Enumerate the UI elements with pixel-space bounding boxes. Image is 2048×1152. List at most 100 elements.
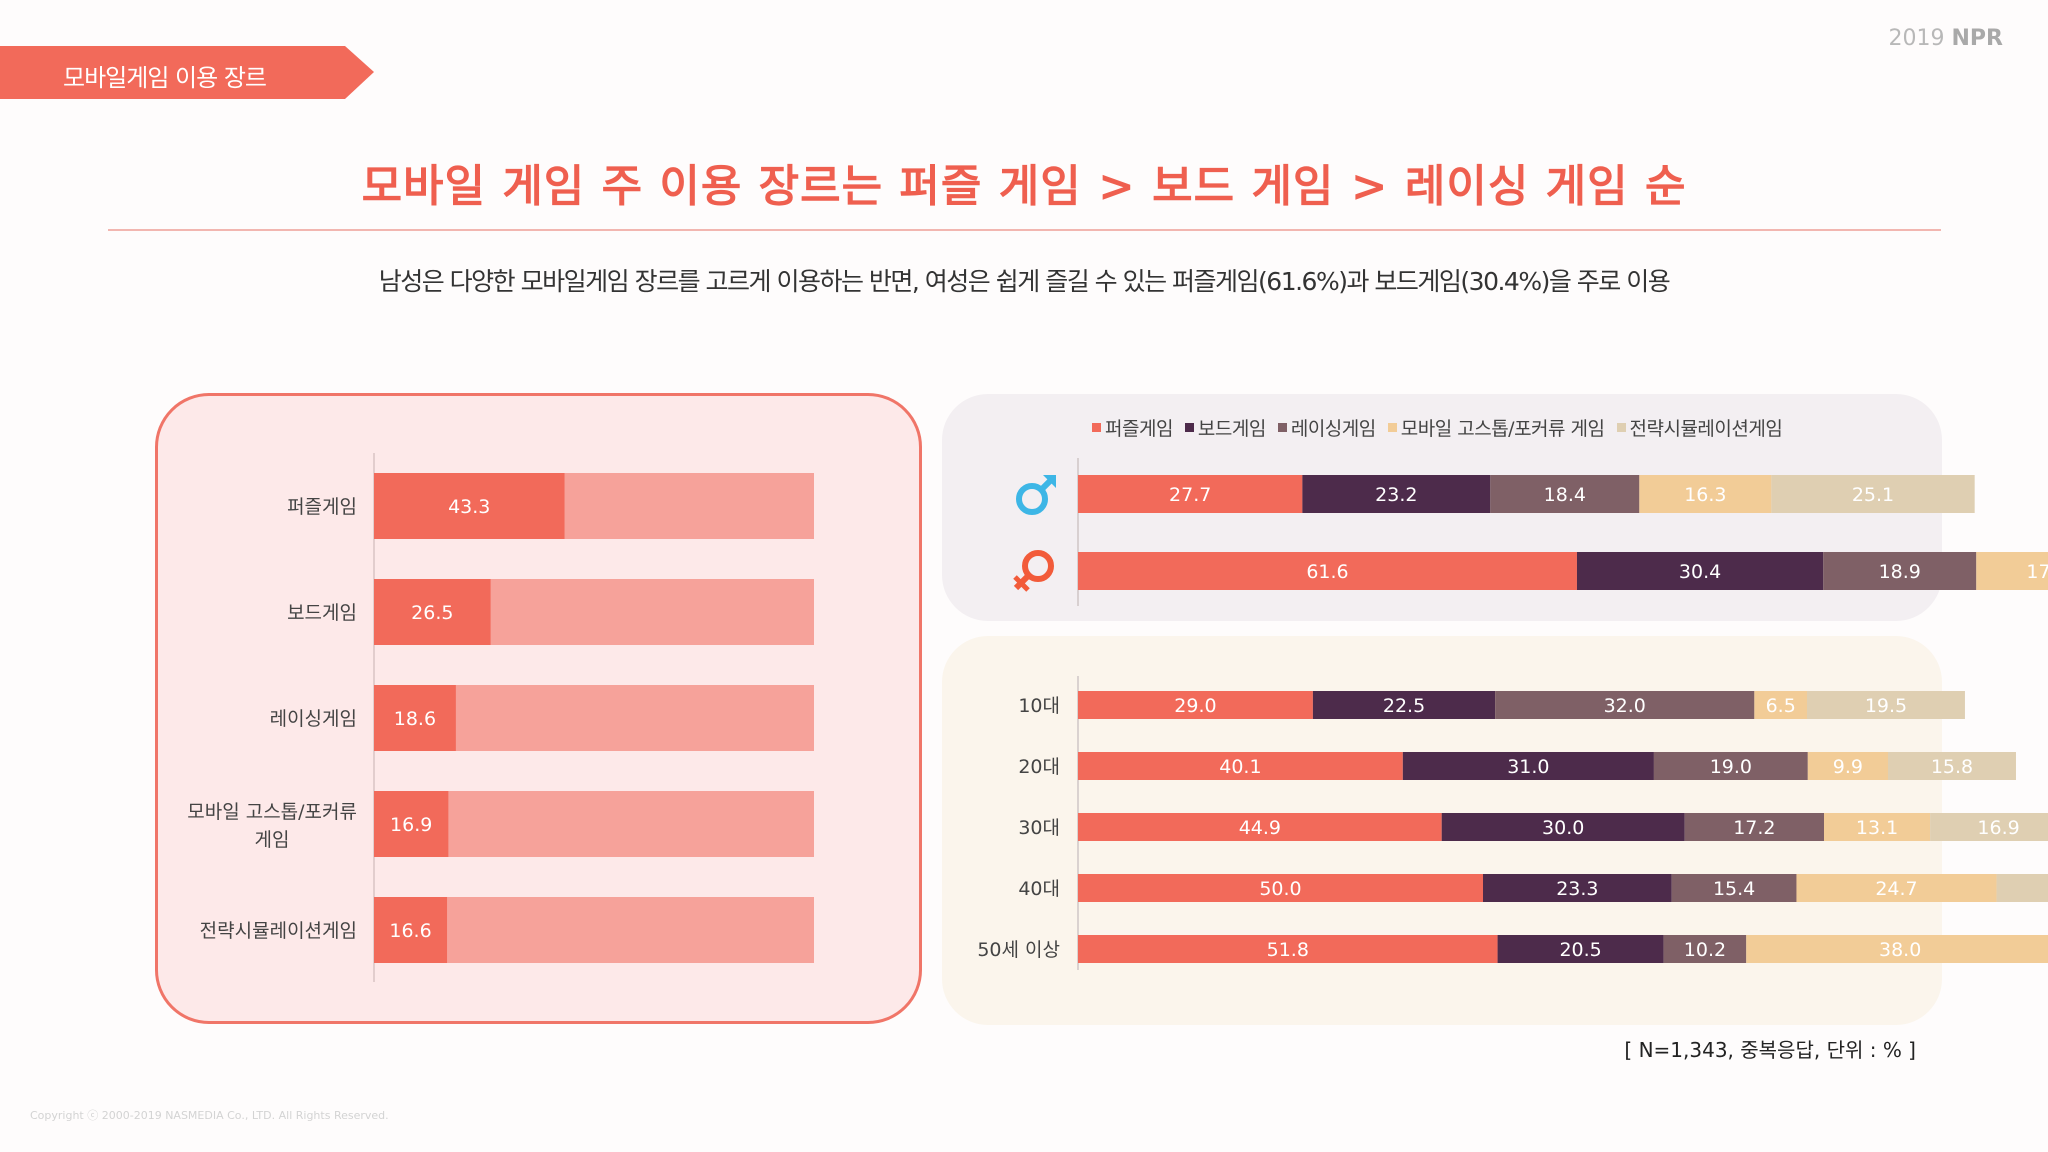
- bar-segment: [1746, 935, 2048, 963]
- bar-segment: [1078, 475, 1303, 513]
- bar-segment: [1823, 552, 1977, 590]
- male-icon: [1016, 475, 1056, 515]
- data-label: 19.5: [1865, 695, 1907, 717]
- data-label: 23.3: [1556, 878, 1598, 900]
- bar-segment: [1441, 813, 1685, 841]
- bar: [374, 685, 456, 751]
- legend-swatch: [1277, 423, 1287, 432]
- data-label: 13.1: [1856, 817, 1898, 839]
- bar-segment: [1078, 691, 1313, 719]
- data-label: 19.0: [1710, 756, 1752, 778]
- copyright: Copyright ⓒ 2000-2019 NASMEDIA Co., LTD.…: [30, 1109, 389, 1122]
- category-label: 퍼즐게임: [287, 496, 357, 518]
- category-label: 보드게임: [287, 602, 357, 624]
- data-label: 51.8: [1267, 939, 1309, 961]
- legend-item: 퍼즐게임: [1092, 418, 1173, 440]
- data-label: 23.2: [1375, 484, 1417, 506]
- title-divider: [108, 229, 1941, 231]
- brand-name: NPR: [1951, 26, 2003, 51]
- legend-label: 레이싱게임: [1290, 418, 1376, 440]
- data-label: 24.7: [1875, 878, 1917, 900]
- bar-segment: [1824, 813, 1931, 841]
- bar-segment: [1653, 752, 1808, 780]
- data-label: 26.5: [411, 602, 453, 624]
- bar: [374, 791, 449, 857]
- bar-segment: [1754, 691, 1807, 719]
- category-label: 10대: [1018, 695, 1060, 717]
- bar-segment: [1078, 752, 1403, 780]
- bar-segment: [1576, 552, 1824, 590]
- bar-segment: [1996, 874, 2048, 902]
- bar-segment: [1483, 874, 1672, 902]
- legend-swatch: [1387, 423, 1397, 432]
- bar-segment: [1684, 813, 1825, 841]
- data-label: 30.4: [1679, 561, 1721, 583]
- legend-label: 모바일 고스톱/포커류 게임: [1400, 418, 1605, 440]
- section-tag: 모바일게임 이용 장르: [0, 46, 374, 99]
- bar-segment: [1078, 552, 1577, 590]
- data-label: 31.0: [1507, 756, 1549, 778]
- category-label-line2: 게임: [255, 829, 290, 851]
- page-subtitle: 남성은 다양한 모바일게임 장르를 고르게 이용하는 반면, 여성은 쉽게 즐길…: [378, 267, 1671, 296]
- category-label: 50세 이상: [977, 939, 1060, 961]
- legend-swatch: [1092, 423, 1101, 432]
- data-label: 40.1: [1219, 756, 1261, 778]
- data-label: 17.2: [1733, 817, 1775, 839]
- legend-item: 보드게임: [1184, 418, 1266, 440]
- category-label: 20대: [1018, 756, 1060, 778]
- bar-segment: [1807, 691, 1965, 719]
- brand-mark: 2019 NPR: [1889, 26, 2003, 51]
- bar-track: [374, 897, 814, 963]
- bar-segment: [1888, 752, 2016, 780]
- brand-year: 2019: [1888, 26, 1945, 51]
- bar-segment: [1078, 813, 1442, 841]
- data-label: 30.0: [1542, 817, 1584, 839]
- data-label: 10.2: [1684, 939, 1726, 961]
- data-label: 16.9: [390, 814, 432, 836]
- bar-segment: [1639, 475, 1772, 513]
- data-label: 20.5: [1559, 939, 1601, 961]
- data-label: 9.9: [1833, 756, 1863, 778]
- category-label: 30대: [1018, 817, 1060, 839]
- data-label: 16.6: [389, 920, 431, 942]
- age-genre-chart: 29.0 22.5 32.0 6.5 19.5 10대 40.1 31.0 19.0 9.9 15.…: [977, 676, 2048, 970]
- bar-segment: [1796, 874, 1997, 902]
- bar-segment: [1078, 874, 1483, 902]
- sample-note: [ N=1,343, 중복응답, 단위 : % ]: [1624, 1038, 1916, 1062]
- category-label: 전략시뮬레이션게임: [200, 920, 357, 942]
- bar-segment: [1497, 935, 1664, 963]
- bar-segment: [1490, 475, 1640, 513]
- data-label: 32.0: [1604, 695, 1646, 717]
- bar-segment: [1771, 475, 1975, 513]
- category-label: 모바일 고스톱/포커류: [187, 801, 357, 823]
- legend-label: 전략시뮬레이션게임: [1629, 418, 1783, 440]
- bar-segment: [1312, 691, 1496, 719]
- category-label: 40대: [1018, 878, 1060, 900]
- bar: [374, 579, 491, 645]
- page-title: 모바일 게임 주 이용 장르는 퍼즐 게임 > 보드 게임 > 레이싱 게임 순: [361, 161, 1687, 212]
- data-label: 15.8: [1931, 756, 1973, 778]
- data-label: 18.6: [394, 708, 436, 730]
- bar: [374, 473, 565, 539]
- data-label: 18.9: [1879, 561, 1921, 583]
- bar-segment: [1078, 935, 1498, 963]
- legend-item: 레이싱게임: [1277, 418, 1376, 440]
- data-label: 22.5: [1383, 695, 1425, 717]
- legend-swatch: [1184, 423, 1194, 432]
- data-label: 38.0: [1879, 939, 1921, 961]
- data-label: 50.0: [1259, 878, 1301, 900]
- legend-item: 전략시뮬레이션게임: [1616, 418, 1783, 440]
- data-label: 43.3: [448, 496, 490, 518]
- legend-label: 보드게임: [1197, 418, 1266, 440]
- legend-swatch: [1616, 423, 1626, 432]
- overall-genre-chart: 43.3 퍼즐게임 26.5 보드게임 18.6 레이싱게임 16.9 모바일 고스톱/포커류…: [187, 453, 814, 982]
- category-label: 레이싱게임: [270, 708, 357, 730]
- bar-segment: [1663, 935, 1747, 963]
- bar-segment: [1495, 691, 1755, 719]
- bar-segment: [1671, 874, 1797, 902]
- data-label: 6.5: [1766, 695, 1796, 717]
- bar-segment: [1807, 752, 1888, 780]
- data-label: 16.3: [1684, 484, 1726, 506]
- section-tag-label: 모바일게임 이용 장르: [63, 64, 267, 92]
- data-label: 16.9: [1977, 817, 2019, 839]
